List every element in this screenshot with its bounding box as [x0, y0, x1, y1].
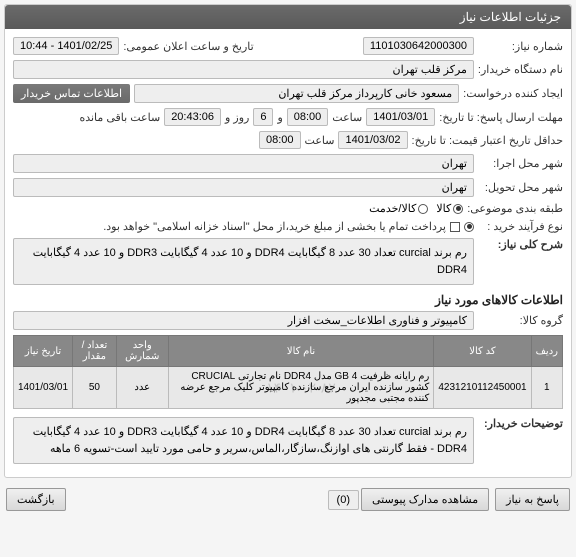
goods-section-title: اطلاعات کالاهای مورد نیاز	[13, 293, 563, 307]
col-name: نام کالا	[168, 336, 434, 367]
group-value: کامپیوتر و فناوری اطلاعات_سخت افزار	[13, 311, 474, 330]
buyer-label: نام دستگاه خریدار:	[478, 63, 563, 76]
table-row[interactable]: 1 4231210112450001 رم رایانه ظرفیت GB 4 …	[14, 367, 563, 409]
buyproc-note: پرداخت تمام یا بخشی از مبلغ خرید،از محل …	[103, 220, 446, 233]
buyproc-checkbox[interactable]	[450, 222, 460, 232]
back-button[interactable]: بازگشت	[6, 488, 66, 511]
col-qty: تعداد / مقدار	[73, 336, 117, 367]
city-exec-value: تهران	[13, 154, 474, 173]
deadline-label: مهلت ارسال پاسخ: تا تاریخ:	[439, 111, 563, 124]
creator-label: ایجاد کننده درخواست:	[463, 87, 563, 100]
days-value: 6	[253, 108, 273, 126]
announce-value: 1401/02/25 - 10:44	[13, 37, 119, 55]
and-label: و	[277, 111, 282, 124]
creator-value: مسعود خانی کارپرداز مرکز قلب تهران	[134, 84, 459, 103]
contact-info-header[interactable]: اطلاعات تماس خریدار	[13, 84, 130, 103]
announce-label: تاریخ و ساعت اعلان عمومی:	[123, 40, 253, 53]
panel-title: جزئیات اطلاعات نیاز	[5, 5, 571, 29]
desc-text: رم برند curcial تعداد 30 عدد 8 گیگابایت …	[13, 238, 474, 285]
valid-label: حداقل تاریخ اعتبار قیمت: تا تاریخ:	[412, 134, 563, 147]
footer-buttons: پاسخ به نیاز مشاهده مدارک پیوستی (0) باز…	[0, 482, 576, 517]
attachments-count: (0)	[328, 490, 359, 510]
day-label: روز و	[225, 111, 249, 124]
col-idx: ردیف	[531, 336, 562, 367]
main-panel: جزئیات اطلاعات نیاز شماره نیاز: 11010306…	[4, 4, 572, 478]
cell-date: 1401/03/01	[14, 367, 73, 409]
valid-time: 08:00	[259, 131, 301, 149]
group-label: گروه کالا:	[478, 314, 563, 327]
remain-time: 20:43:06	[164, 108, 221, 126]
goods-table: ردیف کد کالا نام کالا واحد شمارش تعداد /…	[13, 335, 563, 409]
cell-name-text: رم رایانه ظرفیت GB 4 مدل DDR4 نام تجارتی…	[180, 371, 429, 404]
cell-idx: 1	[531, 367, 562, 409]
topic-goods-label: کالا	[436, 202, 451, 215]
buyproc-radio-icon[interactable]	[464, 222, 474, 232]
attachments-button[interactable]: مشاهده مدارک پیوستی	[361, 488, 489, 511]
radio-unchecked-icon	[418, 204, 428, 214]
col-unit: واحد شمارش	[116, 336, 168, 367]
time-label-1: ساعت	[332, 111, 362, 124]
reply-button[interactable]: پاسخ به نیاز	[495, 488, 570, 511]
city-exec-label: شهر محل اجرا:	[478, 157, 563, 170]
cell-unit: عدد	[116, 367, 168, 409]
table-header-row: ردیف کد کالا نام کالا واحد شمارش تعداد /…	[14, 336, 563, 367]
topic-service-label: کالا/خدمت	[369, 202, 416, 215]
valid-date: 1401/03/02	[338, 131, 407, 149]
topic-radio-group: کالا کالا/خدمت	[369, 202, 463, 215]
cell-name: رم رایانه ظرفیت GB 4 مدل DDR4 نام تجارتی…	[168, 367, 434, 409]
buyproc-label: نوع فرآیند خرید :	[478, 220, 563, 233]
need-no-label: شماره نیاز:	[478, 40, 563, 53]
notes-text: رم برند curcial تعداد 30 عدد 8 گیگابایت …	[13, 417, 474, 464]
cell-code: 4231210112450001	[434, 367, 531, 409]
deadline-date: 1401/03/01	[366, 108, 435, 126]
col-code: کد کالا	[434, 336, 531, 367]
need-no-value: 1101030642000300	[363, 37, 474, 55]
notes-label: توضیحات خریدار:	[478, 417, 563, 430]
radio-checked-icon	[453, 204, 463, 214]
topic-label: طبقه بندی موضوعی:	[467, 202, 563, 215]
deadline-time: 08:00	[287, 108, 329, 126]
topic-goods-radio[interactable]: کالا	[436, 202, 463, 215]
time-label-2: ساعت	[305, 134, 335, 147]
desc-title: شرح کلی نیاز:	[478, 238, 563, 251]
cell-qty: 50	[73, 367, 117, 409]
remain-label: ساعت باقی مانده	[79, 111, 160, 124]
buyer-value: مرکز قلب تهران	[13, 60, 474, 79]
city-deliv-label: شهر محل تحویل:	[478, 181, 563, 194]
topic-service-radio[interactable]: کالا/خدمت	[369, 202, 428, 215]
col-date: تاریخ نیاز	[14, 336, 73, 367]
city-deliv-value: تهران	[13, 178, 474, 197]
